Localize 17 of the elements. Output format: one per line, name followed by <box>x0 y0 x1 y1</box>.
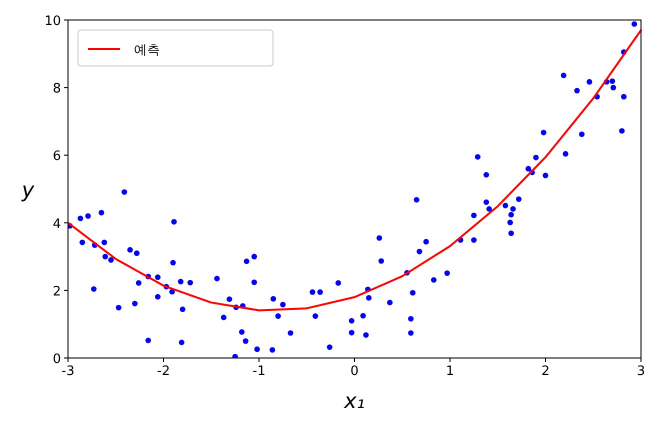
line-series <box>68 29 642 312</box>
y-axis-title: y <box>20 178 35 202</box>
y-tick-label: 0 <box>52 352 61 367</box>
x-tick-label: -2 <box>157 364 170 379</box>
x-tick-label: 3 <box>636 364 646 379</box>
x-tick-label: 1 <box>446 364 454 379</box>
y-tick-label: 2 <box>52 284 61 300</box>
y-tick-label: 10 <box>44 14 61 29</box>
y-tick-label: 8 <box>52 82 61 97</box>
x-tick-label: 0 <box>350 364 359 379</box>
y-tick-label: 6 <box>52 149 61 164</box>
y-tick-label: 4 <box>52 216 61 232</box>
legend-label: 예측 <box>134 43 160 58</box>
x-axis-title: x₁ <box>343 389 365 413</box>
x-tick-label: -3 <box>62 364 74 379</box>
x-tick-label: -1 <box>252 364 266 379</box>
x-tick-label: 2 <box>541 364 550 379</box>
